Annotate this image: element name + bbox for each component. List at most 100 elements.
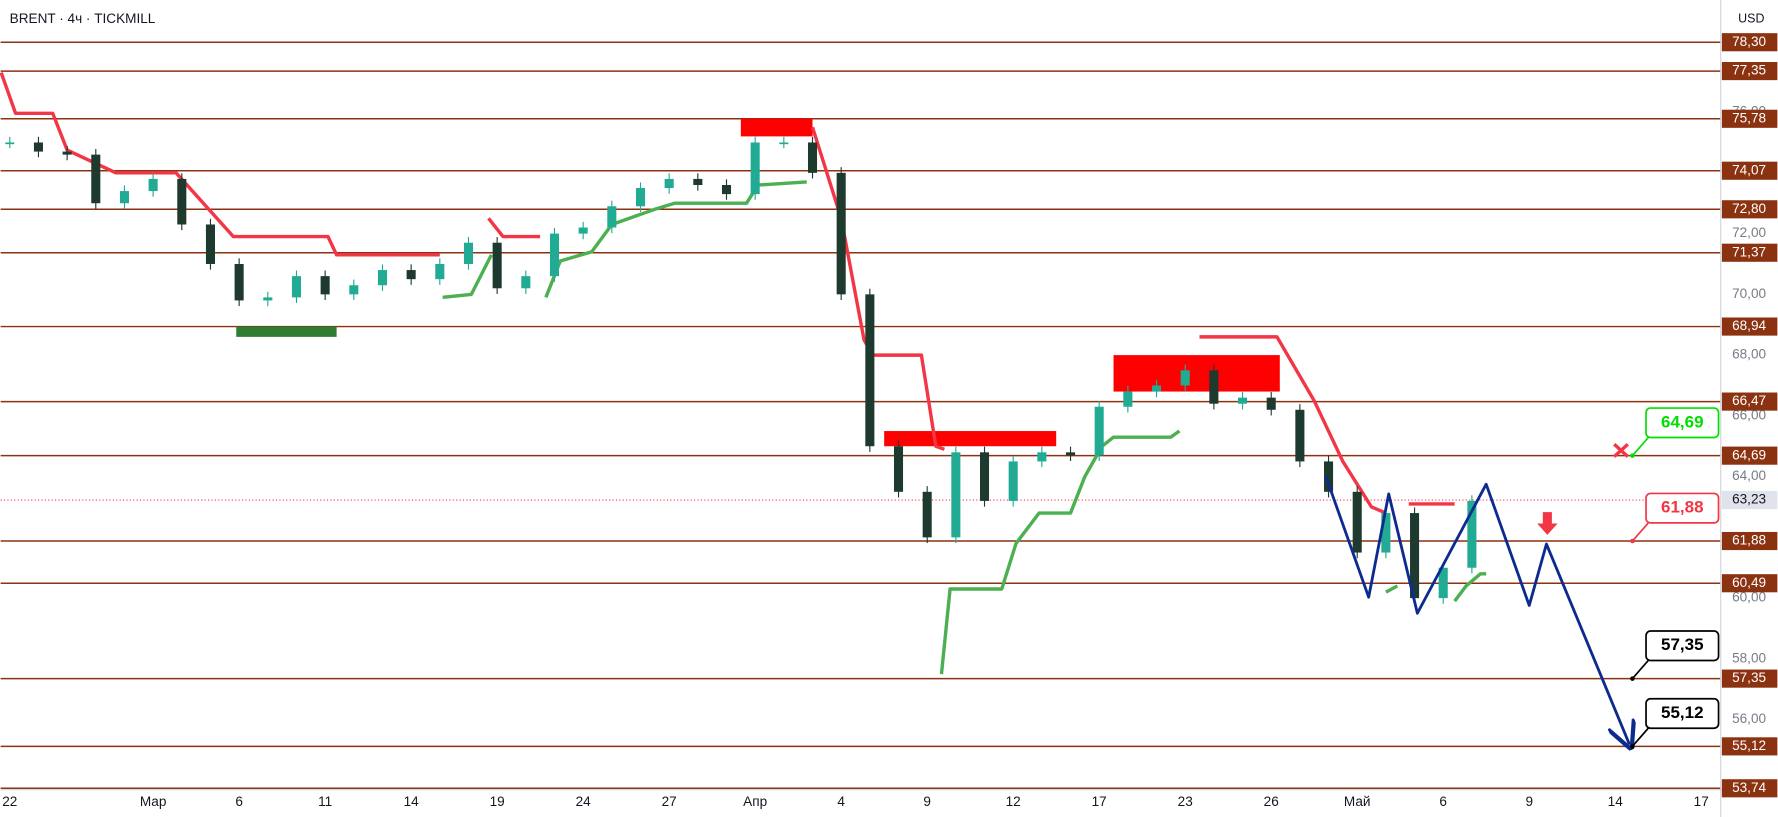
- x-tick-label: 6: [1439, 794, 1447, 809]
- candle-body: [406, 270, 416, 280]
- candle-body: [1438, 567, 1448, 599]
- candle-body: [1008, 461, 1018, 501]
- candle-body: [291, 276, 302, 298]
- candle-body: [1266, 397, 1276, 410]
- level-label: 53,74: [1732, 780, 1766, 795]
- candle-body: [91, 154, 101, 204]
- x-tick-label: 26: [1264, 794, 1279, 809]
- level-label: 71,37: [1732, 244, 1766, 259]
- candle-body: [1238, 397, 1248, 404]
- candle-body: [807, 142, 818, 173]
- level-label: 64,69: [1732, 447, 1766, 462]
- level-label-box: [1721, 62, 1778, 81]
- callout-point: [1630, 676, 1635, 681]
- x-tick-label: 9: [1525, 794, 1533, 809]
- y-tick-label: 70,00: [1732, 286, 1766, 301]
- candle-body: [349, 285, 359, 295]
- level-label-box: [1721, 161, 1778, 180]
- level-label-box: [1721, 737, 1778, 756]
- candle-body: [635, 188, 646, 207]
- x-tick-label: 6: [235, 794, 243, 809]
- candle-body: [148, 178, 158, 192]
- candle-body: [549, 233, 560, 277]
- x-tick-label: 24: [576, 794, 592, 809]
- level-label-box: [1721, 243, 1778, 262]
- level-label: 78,30: [1732, 34, 1766, 49]
- candle-body: [1324, 461, 1334, 492]
- callout-connector: [1631, 522, 1649, 542]
- trend-stop-up: [442, 180, 1487, 675]
- candle-body: [1381, 513, 1391, 553]
- callout-connector: [1631, 436, 1649, 457]
- candle-body: [33, 142, 43, 152]
- callout-label: 57,35: [1661, 635, 1704, 654]
- candle-body: [951, 452, 961, 538]
- level-label: 75,78: [1732, 110, 1766, 125]
- cancel-mark: [1613, 442, 1629, 458]
- x-tick-label: Мар: [140, 794, 167, 809]
- zone: [236, 326, 337, 337]
- candle-body: [1410, 513, 1420, 599]
- callout-point: [1630, 453, 1635, 458]
- candle-body: [836, 172, 846, 295]
- level-label: 72,80: [1732, 201, 1766, 216]
- level-label-box: [1721, 392, 1778, 411]
- candle-body: [205, 224, 215, 264]
- candle-body: [492, 242, 502, 289]
- x-tick-label: 27: [662, 794, 677, 809]
- y-tick-label: 56,00: [1732, 711, 1766, 726]
- symbol-title: BRENT · 4ч · TICKMILL: [10, 11, 156, 26]
- candle-body: [922, 491, 932, 538]
- callout-box: [1645, 407, 1720, 439]
- callout-box: [1645, 492, 1720, 524]
- projection-path: [1324, 475, 1630, 745]
- x-tick-label: 14: [1608, 794, 1624, 809]
- callout-connector: [1631, 727, 1649, 747]
- level-label: 66,47: [1732, 393, 1766, 408]
- candle-body: [119, 191, 129, 204]
- x-tick-label: 14: [404, 794, 420, 809]
- level-label: 60,49: [1732, 575, 1766, 590]
- y-tick-label: 64,00: [1732, 468, 1766, 483]
- time-axis: [0, 789, 1721, 817]
- x-tick-label: Май: [1344, 794, 1371, 809]
- sell-arrow: [1537, 512, 1558, 535]
- candle-body: [1352, 491, 1362, 553]
- zone: [884, 431, 1057, 447]
- candle-body: [865, 294, 875, 447]
- y-tick-label: 60,00: [1732, 590, 1766, 605]
- candle-body: [607, 206, 617, 228]
- x-tick-label: 11: [318, 794, 332, 809]
- level-label: 68,94: [1732, 318, 1766, 333]
- candle-body: [750, 142, 760, 195]
- candle-body: [578, 227, 588, 234]
- candle-body: [893, 446, 904, 492]
- candle-body: [435, 263, 445, 280]
- candle-body: [377, 270, 388, 286]
- candle-body: [1151, 385, 1162, 392]
- candle-body: [1209, 370, 1219, 404]
- level-label-box: [1721, 574, 1778, 593]
- x-tick-label: 17: [1092, 794, 1107, 809]
- callout-point: [1630, 538, 1635, 544]
- x-tick-label: 23: [1178, 794, 1193, 809]
- callout-box: [1645, 697, 1720, 730]
- candle-body: [693, 178, 703, 185]
- candle-body: [1123, 391, 1133, 407]
- candle-body: [1467, 500, 1477, 568]
- level-label-box: [1721, 317, 1778, 336]
- candle-body: [1180, 370, 1190, 386]
- callout-label: 55,12: [1661, 703, 1704, 722]
- candle-body: [779, 142, 789, 145]
- y-tick-label: 68,00: [1732, 347, 1766, 362]
- x-tick-label: 12: [1006, 794, 1021, 809]
- candle-body: [979, 452, 990, 501]
- x-tick-label: 19: [490, 794, 505, 809]
- candle-body: [1037, 452, 1047, 462]
- level-label-box: [1721, 669, 1778, 688]
- callout-connector: [1631, 659, 1649, 680]
- x-tick-label: 17: [1694, 794, 1709, 809]
- level-label: 61,88: [1732, 533, 1766, 548]
- last-price-label: 63,23: [1732, 492, 1766, 507]
